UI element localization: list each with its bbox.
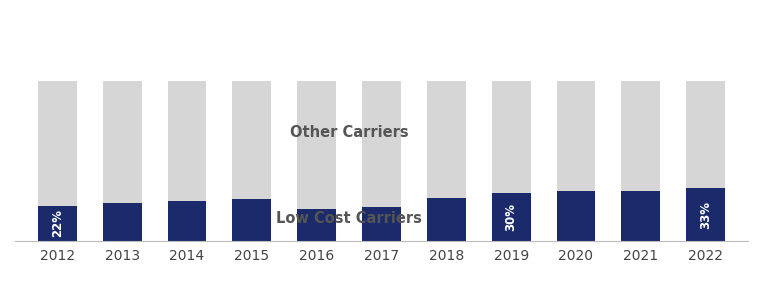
Text: 33%: 33% (699, 201, 712, 229)
Bar (103, 203, 142, 241)
Text: 30%: 30% (504, 203, 517, 231)
Bar (233, 199, 272, 241)
Bar (427, 81, 465, 198)
Bar (362, 81, 401, 208)
Bar (233, 81, 272, 199)
Text: 22%: 22% (51, 209, 64, 238)
Bar (38, 81, 77, 206)
Bar (298, 209, 336, 241)
Bar (491, 81, 530, 193)
Bar (427, 198, 465, 241)
Bar (686, 188, 725, 241)
Bar (686, 81, 725, 188)
Bar (168, 81, 207, 201)
Bar (298, 81, 336, 209)
Bar (103, 81, 142, 203)
Bar (621, 81, 660, 191)
Bar (38, 206, 77, 241)
Bar (491, 193, 530, 241)
Bar (556, 81, 595, 191)
Text: Low Cost Carriers: Low Cost Carriers (276, 211, 422, 226)
Bar (168, 201, 207, 241)
Bar (621, 191, 660, 241)
Bar (556, 191, 595, 241)
Bar (362, 208, 401, 241)
Text: Other Carriers: Other Carriers (290, 125, 408, 140)
